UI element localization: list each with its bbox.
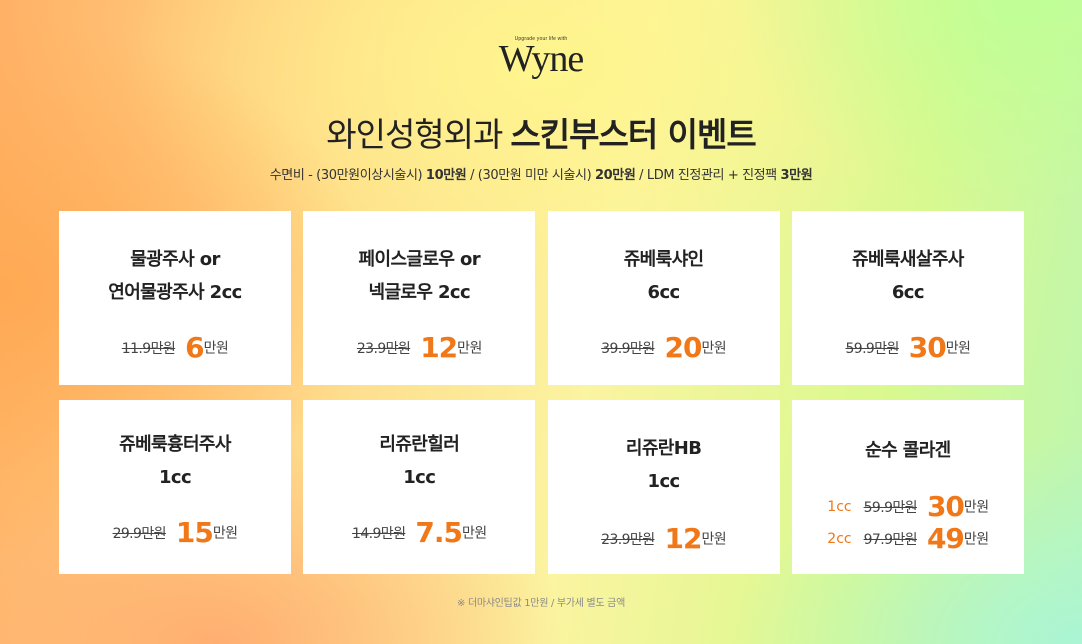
price-row: 29.9만원 15만원 [59, 516, 291, 549]
price-card[interactable]: 쥬베룩흉터주사 1cc 29.9만원 15만원 [59, 400, 291, 574]
price-card[interactable]: 쥬베룩새살주사 6cc 59.9만원 30만원 [791, 211, 1024, 385]
original-price: 59.9만원 [845, 340, 899, 357]
treatment-name-line2: 연어물광주사 2cc [108, 282, 242, 303]
subtitle-middle: / (30만원 미만 시술시) [466, 168, 595, 183]
treatment-name: 물광주사 or 연어물광주사 2cc [59, 243, 291, 309]
price-option-row: 1cc 59.9만원 30만원 [792, 490, 1024, 523]
sale-price: 20 [664, 331, 703, 364]
price-card[interactable]: 쥬베룩샤인 6cc 39.9만원 20만원 [547, 211, 780, 385]
treatment-name: 페이스글로우 or 넥글로우 2cc [303, 243, 535, 309]
treatment-name-line1: 물광주사 or [130, 249, 220, 270]
price-option-row: 2cc 97.9만원 49만원 [792, 522, 1024, 555]
price-card[interactable]: 페이스글로우 or 넥글로우 2cc 23.9만원 12만원 [303, 211, 536, 385]
original-price: 29.9만원 [112, 525, 167, 542]
price-row: 14.9만원 7.5만원 [303, 516, 535, 549]
sale-price: 12 [664, 522, 703, 555]
brand-logo: Upgrade your life with Wyne [0, 36, 1082, 80]
original-price: 11.9만원 [121, 340, 176, 357]
option-volume: 1cc [827, 498, 852, 515]
original-price: 59.9만원 [863, 499, 918, 516]
price-unit: 만원 [461, 525, 487, 542]
treatment-name: 쥬베룩흉터주사 1cc [59, 428, 291, 494]
price-unit: 만원 [963, 531, 989, 548]
price-unit: 만원 [701, 531, 727, 548]
treatment-name-line2: 1cc [158, 467, 192, 488]
page-title: 와인성형외과 스킨부스터 이벤트 [0, 108, 1082, 156]
sale-price: 7.5 [415, 516, 463, 549]
treatment-name-line1: 쥬베룩흉터주사 [119, 434, 231, 455]
original-price: 39.9만원 [601, 340, 655, 357]
sale-price: 30 [908, 331, 947, 364]
subtitle-suffix: / LDM 진정관리 + 진정팩 [635, 168, 781, 183]
price-row: 11.9만원 6만원 [59, 331, 291, 364]
treatment-name-line1: 리쥬란힐러 [379, 434, 460, 455]
treatment-name-line1: 쥬베룩새살주사 [852, 249, 964, 270]
logo-tagline: Upgrade your life with [514, 36, 568, 42]
subtitle-price-3: 3만원 [780, 168, 813, 183]
price-row: 39.9만원 20만원 [548, 331, 780, 364]
original-price: 97.9만원 [863, 531, 918, 548]
sale-price: 15 [175, 516, 214, 549]
subtitle-price-1: 10만원 [425, 168, 467, 183]
price-row: 23.9만원 12만원 [303, 331, 535, 364]
price-card[interactable]: 순수 콜라겐 1cc 59.9만원 30만원 2cc 97.9만원 49만원 [791, 400, 1024, 574]
treatment-name-line2: 1cc [403, 467, 436, 488]
treatment-name: 리쥬란힐러 1cc [303, 428, 535, 494]
treatment-name-line1: 순수 콜라겐 [865, 440, 951, 461]
title-event-name: 스킨부스터 이벤트 [510, 115, 756, 154]
treatment-name: 쥬베룩샤인 6cc [548, 243, 780, 309]
price-unit: 만원 [212, 525, 238, 542]
price-card[interactable]: 리쥬란HB 1cc 23.9만원 12만원 [547, 400, 780, 574]
treatment-name-line1: 페이스글로우 or [358, 249, 481, 270]
option-volume: 2cc [827, 530, 852, 547]
treatment-name: 리쥬란HB 1cc [548, 432, 780, 498]
original-price: 23.9만원 [601, 531, 655, 548]
treatment-name-line2: 6cc [891, 282, 925, 303]
price-unit: 만원 [701, 340, 727, 357]
sale-price: 12 [420, 331, 458, 364]
treatment-name-line2: 6cc [647, 282, 681, 303]
treatment-name-line2: 1cc [647, 471, 681, 492]
sedation-fee-note: 수면비 - (30만원이상시술시) 10만원 / (30만원 미만 시술시) 2… [0, 164, 1082, 183]
original-price: 23.9만원 [356, 340, 411, 357]
footnote: ※ 더마샤인팁값 1만원 / 부가세 별도 금액 [457, 598, 625, 609]
treatment-name: 순수 콜라겐 [792, 434, 1024, 467]
treatment-name-line2: 넥글로우 2cc [368, 282, 471, 303]
subtitle-prefix: 수면비 - (30만원이상시술시) [269, 168, 426, 183]
price-card-grid: 물광주사 or 연어물광주사 2cc 11.9만원 6만원 페이스글로우 or 넥… [59, 211, 1024, 574]
price-unit: 만원 [457, 340, 482, 357]
treatment-name-line1: 리쥬란HB [625, 438, 702, 459]
price-unit: 만원 [203, 340, 229, 357]
sale-price: 49 [926, 522, 965, 555]
treatment-name-line1: 쥬베룩샤인 [623, 249, 704, 270]
sale-price: 30 [926, 490, 965, 523]
treatment-name: 쥬베룩새살주사 6cc [792, 243, 1024, 309]
price-row: 59.9만원 30만원 [792, 331, 1024, 364]
original-price: 14.9만원 [352, 525, 406, 542]
sale-price: 6 [185, 331, 205, 364]
price-card[interactable]: 물광주사 or 연어물광주사 2cc 11.9만원 6만원 [59, 211, 291, 385]
price-unit: 만원 [945, 340, 971, 357]
subtitle-price-2: 20만원 [595, 168, 636, 183]
title-clinic-name: 와인성형외과 [326, 115, 503, 154]
logo-wordmark: Wyne [498, 38, 584, 80]
price-unit: 만원 [963, 499, 989, 516]
price-card[interactable]: 리쥬란힐러 1cc 14.9만원 7.5만원 [303, 400, 536, 574]
price-row: 23.9만원 12만원 [548, 522, 780, 555]
